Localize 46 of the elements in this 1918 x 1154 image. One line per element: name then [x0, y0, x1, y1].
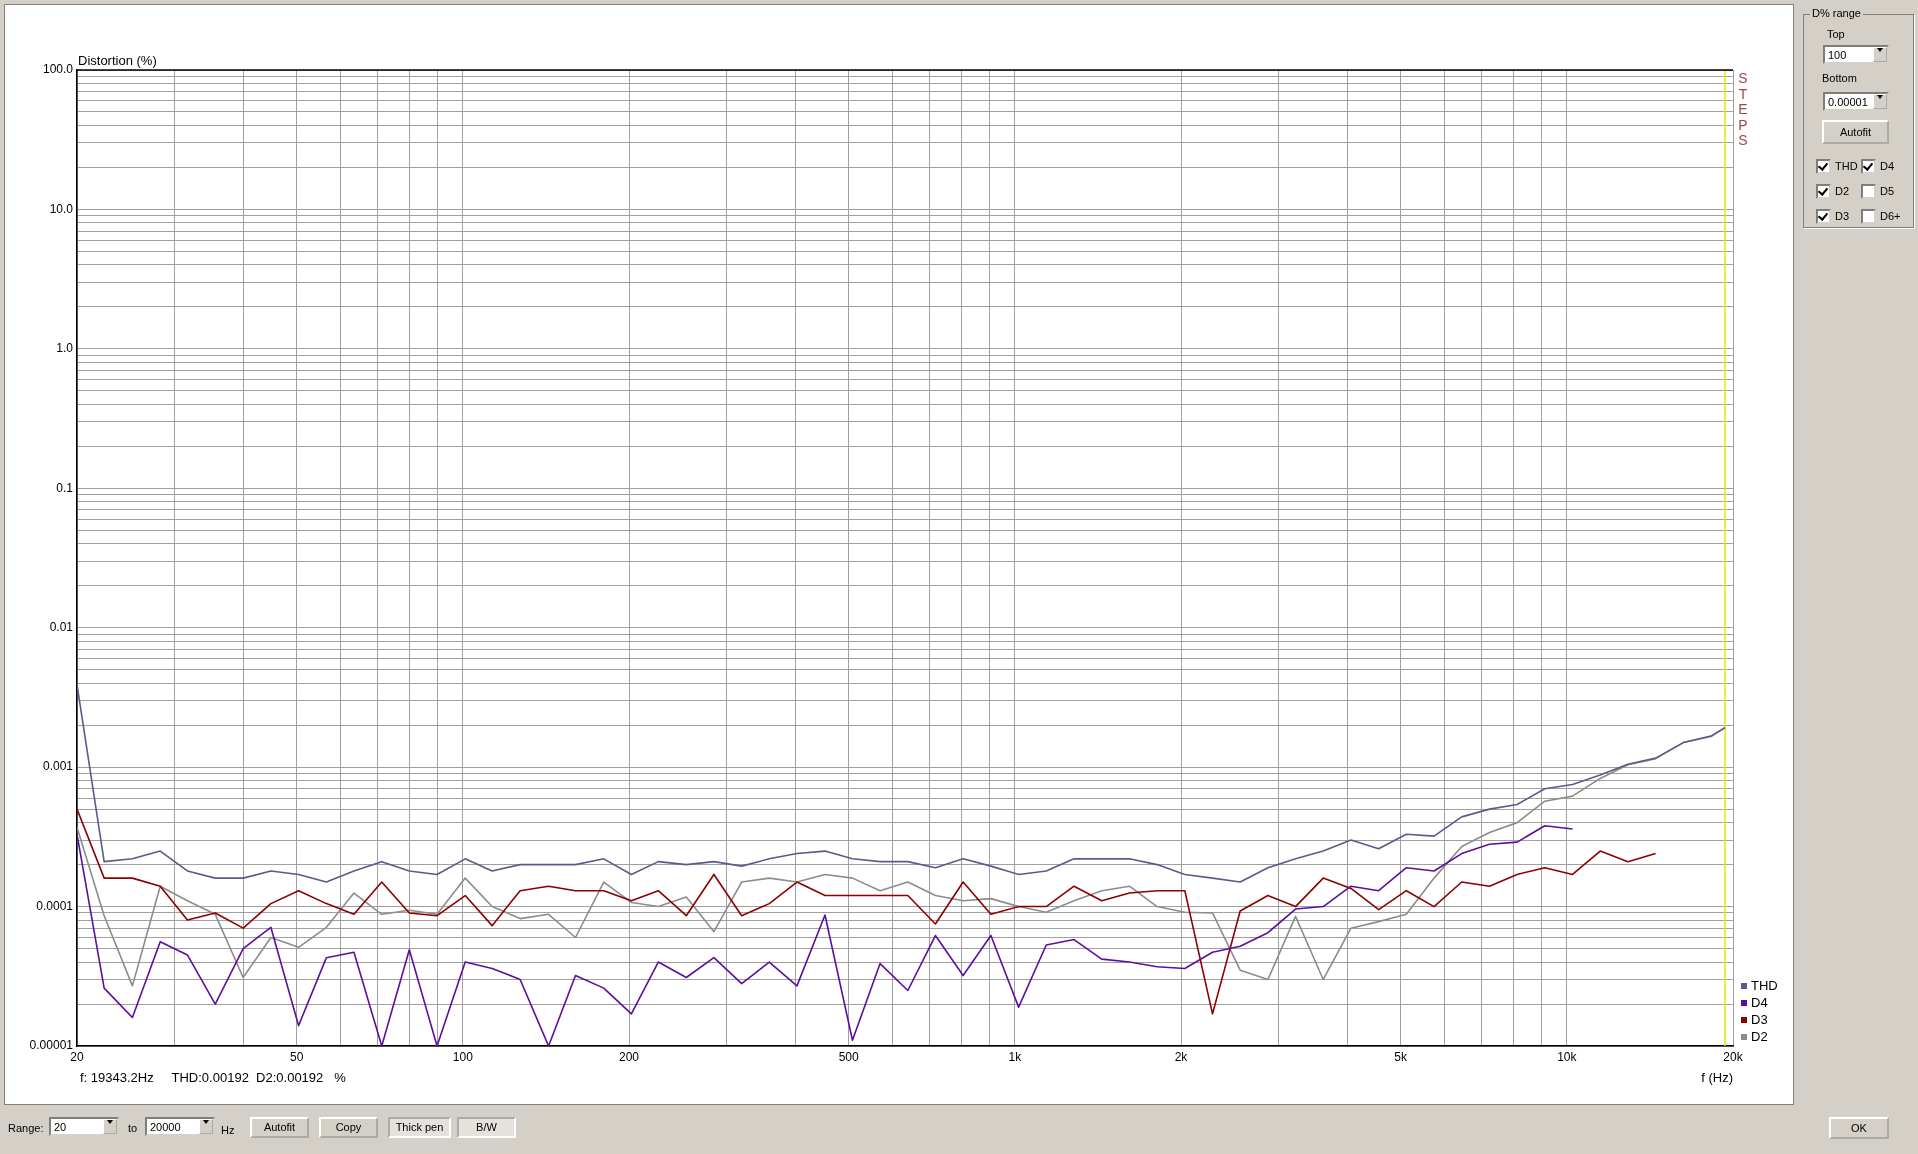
dropdown-field: 20	[49, 1117, 119, 1136]
text: Range:	[8, 1122, 44, 1134]
text: D4	[1880, 160, 1895, 172]
text: THD	[1835, 160, 1858, 172]
push-button: Autofit	[1822, 120, 1889, 144]
text: D3	[1835, 210, 1850, 222]
text: STEPS	[1738, 70, 1748, 148]
y-tick-label: 0.001	[42, 759, 74, 774]
x-tick-label: 20k	[1723, 1049, 1744, 1064]
x-tick-label: 10k	[1557, 1049, 1578, 1064]
text: to	[128, 1122, 138, 1134]
push-button: Autofit	[250, 1117, 309, 1138]
text: f: 19343.2Hz THD:0.00192 D2:0.00192 %	[80, 1070, 347, 1085]
y-tick-label: 1.0	[56, 341, 74, 356]
y-tick-label: 0.0001	[36, 898, 74, 913]
text: D5	[1880, 185, 1895, 197]
x-tick-label: 100	[452, 1049, 474, 1064]
legend-label: THD	[1751, 977, 1778, 993]
push-button: OK	[1829, 1117, 1889, 1139]
dropdown-field: 20000	[145, 1117, 215, 1136]
x-tick-label: 5k	[1394, 1049, 1408, 1064]
legend-label: D4	[1751, 994, 1768, 1010]
x-axis-title: f (Hz)	[1701, 1070, 1733, 1085]
y-tick-label: 0.1	[56, 480, 74, 495]
text: D% range	[1810, 7, 1863, 19]
x-tick-label: 2k	[1174, 1049, 1189, 1064]
y-tick-label: 10.0	[49, 201, 74, 216]
legend-label: D3	[1751, 1011, 1768, 1027]
push-button: Thick pen	[388, 1117, 451, 1138]
text: Bottom	[1822, 72, 1857, 84]
y-tick-label: 0.01	[49, 620, 74, 635]
text: Top	[1827, 28, 1845, 40]
x-tick-label: 200	[618, 1049, 640, 1064]
x-tick-label: 1k	[1008, 1049, 1023, 1064]
legend-label: D2	[1751, 1028, 1768, 1044]
push-button: Copy	[319, 1117, 378, 1138]
dropdown-field: 100	[1823, 45, 1889, 64]
x-tick-label: 50	[289, 1049, 304, 1064]
y-tick-label: 100.0	[42, 62, 74, 77]
push-button: B/W	[457, 1117, 516, 1138]
y-axis-title: Distortion (%)	[78, 53, 157, 68]
dropdown-field: 0.00001	[1823, 92, 1889, 111]
text: D2	[1835, 185, 1850, 197]
text: Hz	[221, 1124, 235, 1136]
x-tick-label: 500	[838, 1049, 859, 1064]
text: D6+	[1880, 210, 1901, 222]
